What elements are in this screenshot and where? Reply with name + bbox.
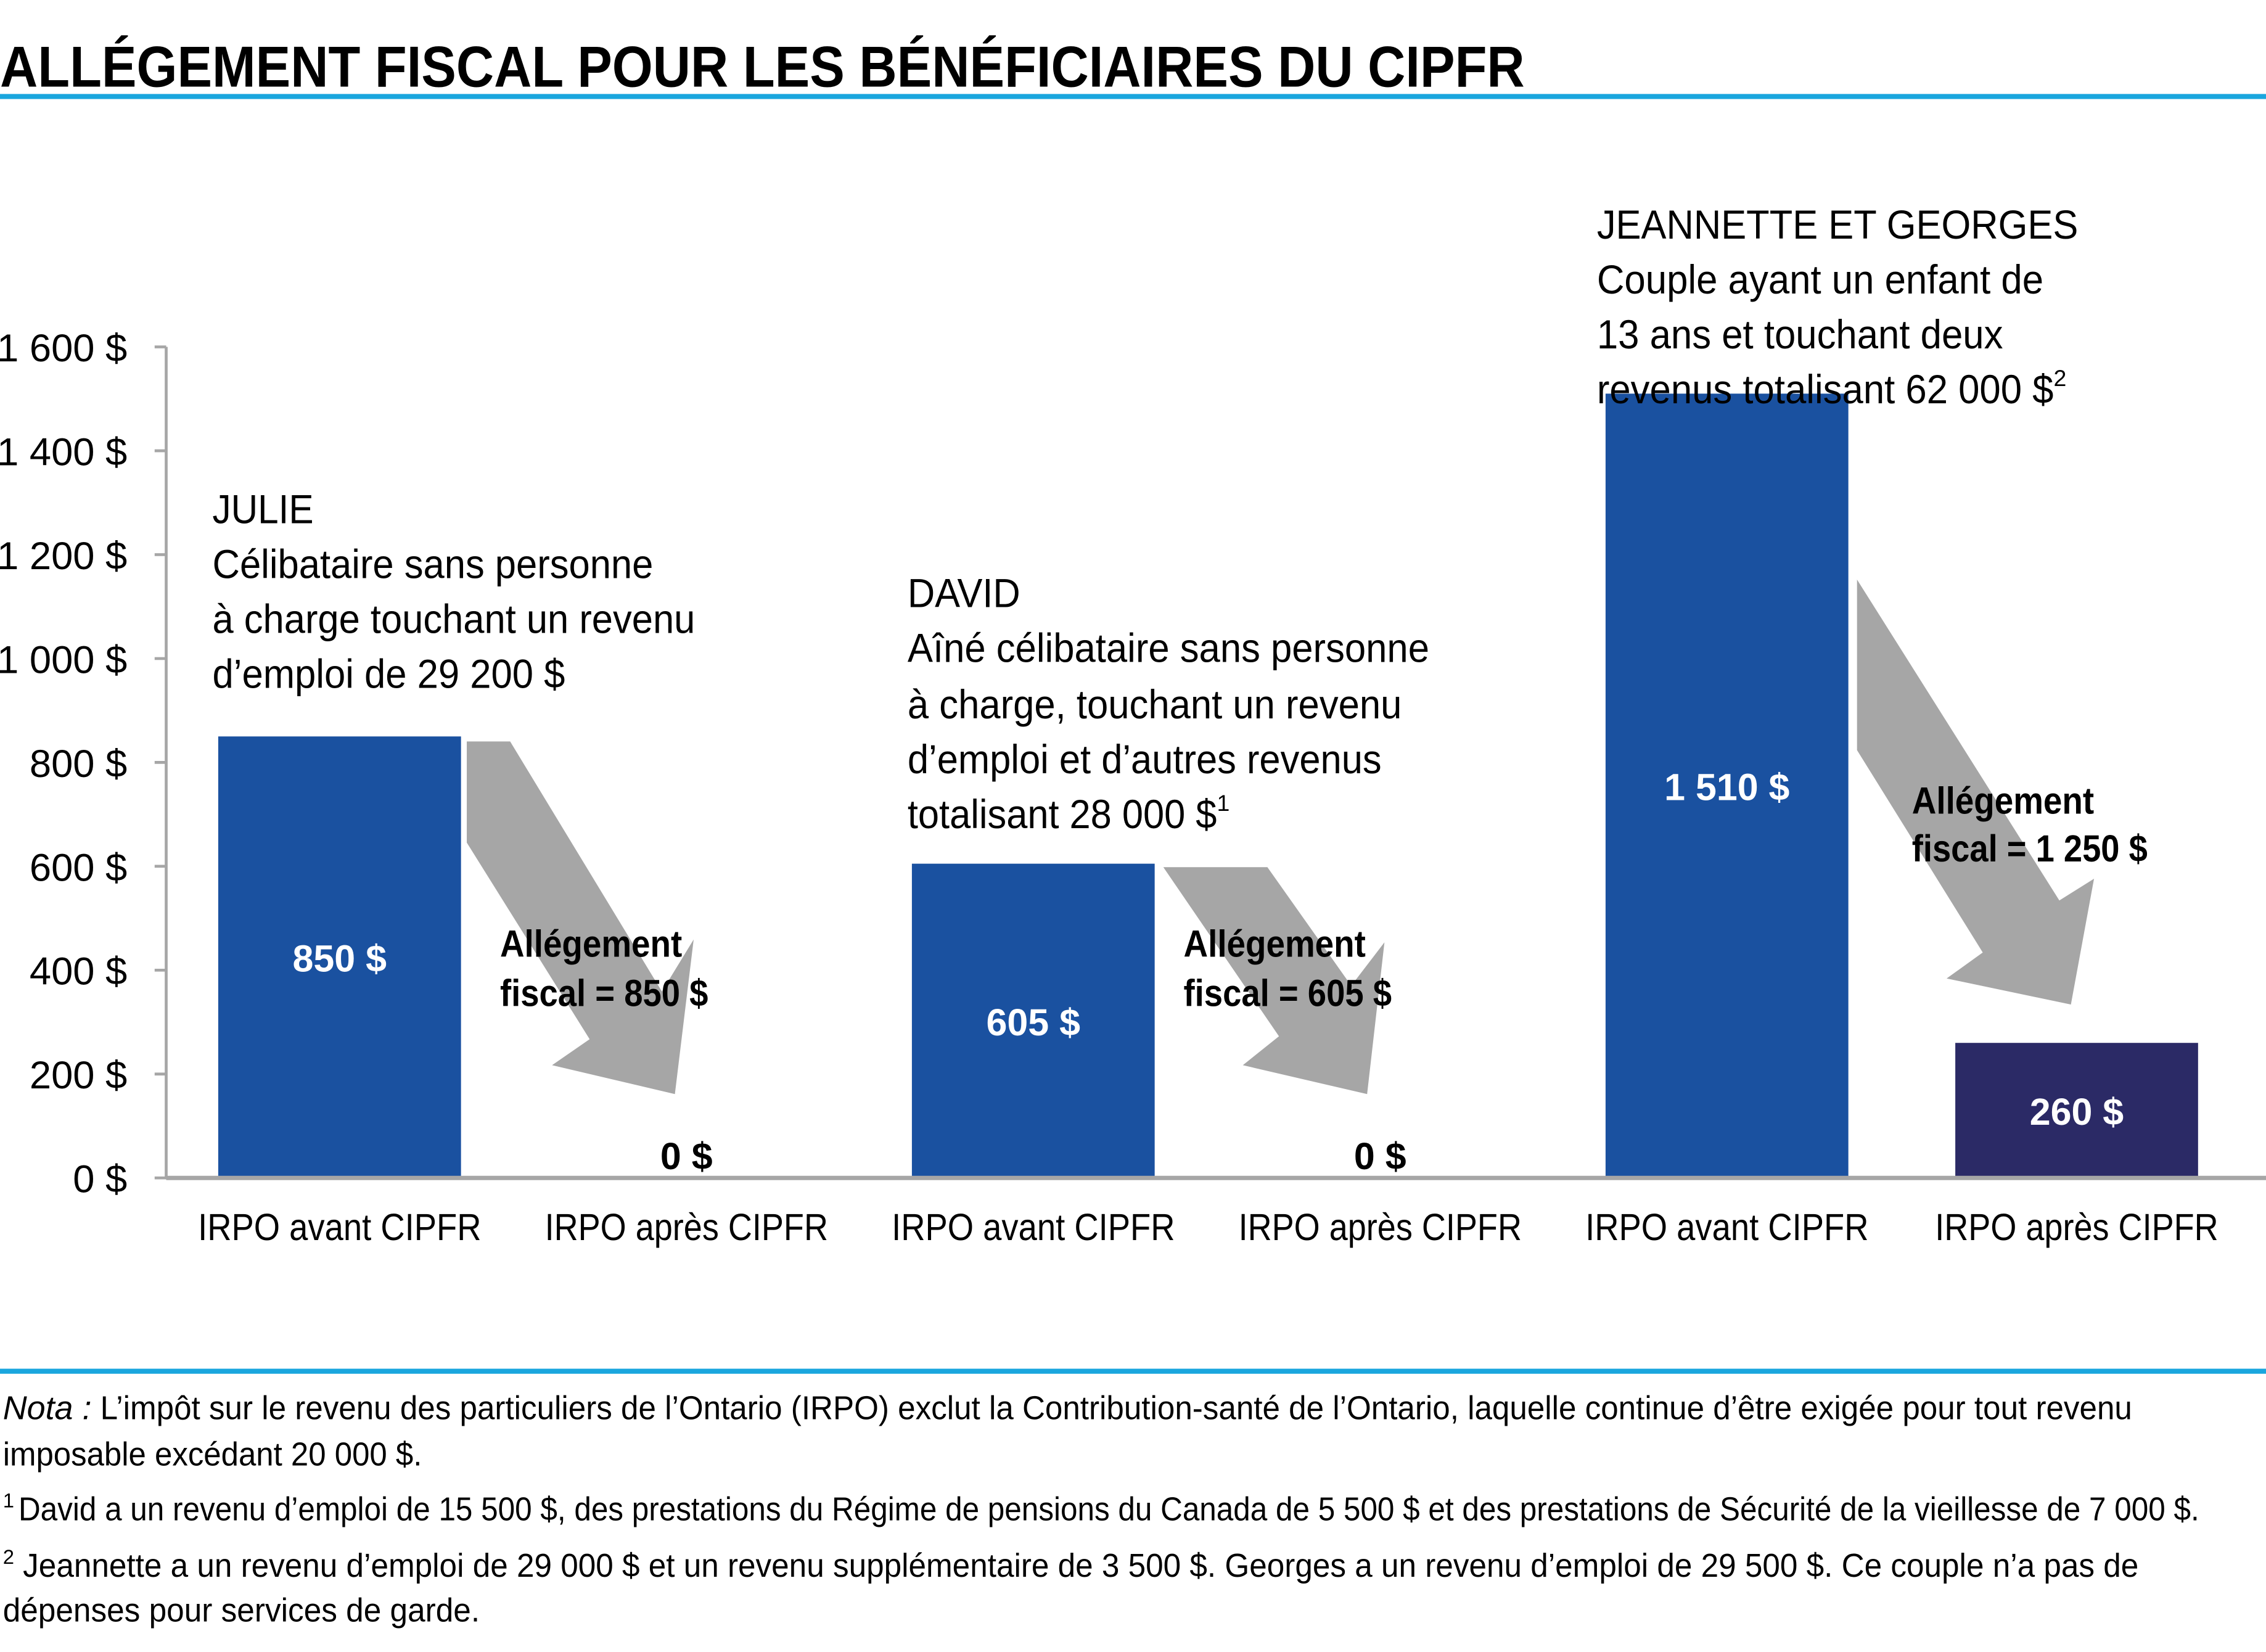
group-desc-text: revenus totalisant 62 000 $ — [1597, 367, 2054, 412]
group-desc-line: à charge touchant un revenu — [213, 597, 696, 642]
x-axis-labels: IRPO avant CIPFR IRPO après CIPFR IRPO ava… — [198, 1206, 2219, 1248]
group-desc-line: revenus totalisant 62 000 $2 — [1597, 365, 2066, 412]
relief-label: fiscal = 850 $ — [500, 972, 708, 1014]
footnote-1: 1 David a un revenu d’emploi de 15 500 $,… — [3, 1489, 2199, 1528]
footnote-mark: 1 — [3, 1489, 14, 1512]
bar-before — [1605, 393, 1849, 1178]
footnote-ref: 1 — [1217, 790, 1229, 816]
relief-arrow-david — [1163, 867, 1385, 1095]
y-tick-label: 1 600 $ — [0, 327, 127, 370]
y-tick-label: 200 $ — [30, 1054, 127, 1097]
bar-value-label: 605 $ — [987, 1001, 1081, 1043]
group-desc-line: Célibataire sans personne — [213, 542, 654, 587]
relief-label: fiscal = 605 $ — [1184, 972, 1392, 1014]
y-tick-label: 1 400 $ — [0, 430, 127, 474]
annotation-julie: JULIE Célibataire sans personne à charge… — [213, 487, 708, 1014]
group-desc-line: Couple ayant un enfant de — [1597, 257, 2043, 302]
bar-value-label: 260 $ — [2030, 1091, 2124, 1133]
x-category-label: IRPO après CIPFR — [1935, 1206, 2218, 1248]
bar-value-label: 0 $ — [1354, 1135, 1406, 1177]
group-name: DAVID — [908, 570, 1020, 615]
relief-label: fiscal = 1 250 $ — [1912, 828, 2148, 869]
nota-line: Nota : L’impôt sur le revenu des particu… — [3, 1390, 2132, 1427]
footnote-text: dépenses pour services de garde. — [3, 1592, 480, 1629]
footnote-text: David a un revenu d’emploi de 15 500 $, … — [18, 1491, 2199, 1528]
relief-label: Allégement — [1912, 780, 2094, 822]
relief-label: Allégement — [500, 923, 682, 965]
nota-label: Nota : — [3, 1390, 92, 1427]
bars: 850 $ 0 $ 605 $ 0 $ 1 510 $ 260 $ — [166, 393, 2266, 1180]
bar-after — [1955, 1043, 2198, 1178]
relief-arrow-jeannette-georges — [1857, 579, 2095, 1005]
y-tick-label: 1 200 $ — [0, 535, 127, 578]
group-name: JULIE — [213, 487, 314, 532]
x-category-label: IRPO après CIPFR — [1239, 1206, 1522, 1248]
footnote-mark: 2 — [3, 1545, 14, 1568]
y-tick-label: 600 $ — [30, 846, 127, 889]
notes-rule — [0, 1368, 2266, 1374]
group-desc-line: totalisant 28 000 $1 — [908, 790, 1229, 837]
footnote-2: 2 Jeannette a un revenu d’emploi de 29 0… — [3, 1545, 2139, 1584]
y-tick-label: 1 000 $ — [0, 638, 127, 681]
annotation-david: DAVID Aîné célibataire sans personne à c… — [908, 570, 1429, 1014]
relief-arrow-julie — [467, 741, 694, 1095]
notes: Nota : L’impôt sur le revenu des particu… — [3, 1390, 2199, 1629]
group-desc-line: d’emploi de 29 200 $ — [213, 652, 565, 697]
x-category-label: IRPO avant CIPFR — [892, 1206, 1175, 1248]
y-axis: 0 $ 200 $ 400 $ 600 $ 800 $ 1 000 $ 1 200 $ 1 4… — [0, 327, 168, 1201]
x-category-label: IRPO avant CIPFR — [198, 1206, 481, 1248]
chart-title: ALLÉGEMENT FISCAL POUR LES BÉNÉFICIAIRES… — [0, 35, 1525, 99]
nota-text: imposable excédant 20 000 $. — [3, 1436, 422, 1473]
y-tick-label: 0 $ — [73, 1158, 127, 1201]
y-tick-label: 800 $ — [30, 742, 127, 786]
title-rule — [0, 94, 2266, 99]
bar-value-label: 850 $ — [293, 938, 387, 980]
annotation-jeannette-georges: JEANNETTE ET GEORGES Couple ayant un enf… — [1597, 202, 2148, 869]
group-desc-line: à charge, touchant un revenu — [908, 682, 1402, 727]
bar-before — [911, 863, 1155, 1178]
group-desc-line: Aîné célibataire sans personne — [908, 625, 1429, 670]
footnote-ref: 2 — [2053, 365, 2066, 391]
footnote-text: Jeannette a un revenu d’emploi de 29 000… — [14, 1547, 2138, 1584]
bar-value-label: 1 510 $ — [1664, 766, 1789, 808]
group-desc-line: 13 ans et touchant deux — [1597, 312, 2003, 357]
y-tick-label: 400 $ — [30, 950, 127, 993]
relief-label: Allégement — [1184, 923, 1366, 965]
bar-before — [218, 736, 461, 1178]
bar-value-label: 0 $ — [660, 1135, 713, 1177]
group-desc-line: d’emploi et d’autres revenus — [908, 737, 1382, 782]
x-category-label: IRPO après CIPFR — [545, 1206, 828, 1248]
group-desc-text: totalisant 28 000 $ — [908, 792, 1217, 837]
nota-text: L’impôt sur le revenu des particuliers d… — [91, 1390, 2132, 1427]
group-name: JEANNETTE ET GEORGES — [1597, 202, 2078, 247]
x-category-label: IRPO avant CIPFR — [1585, 1206, 1868, 1248]
